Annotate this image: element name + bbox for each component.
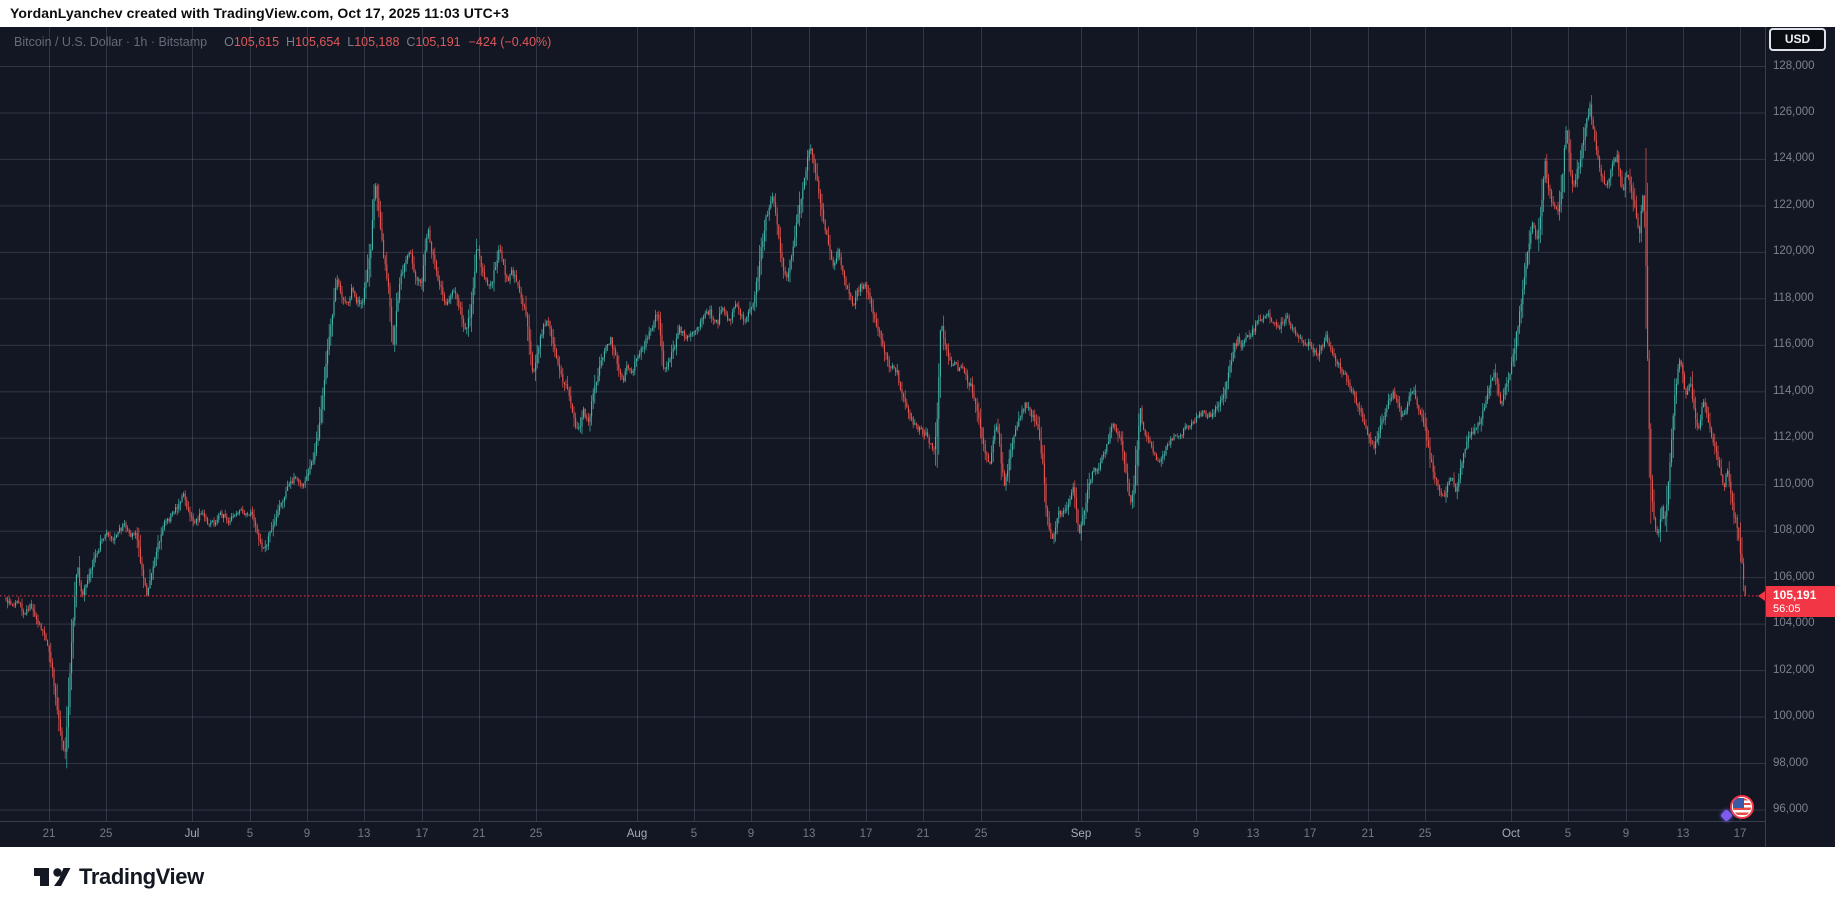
bar-countdown: 56:05 xyxy=(1773,603,1801,615)
price-axis-label: 128,000 xyxy=(1773,59,1815,72)
time-axis-label: 25 xyxy=(974,828,988,840)
attribution-text: YordanLyanchev created with TradingView.… xyxy=(10,5,510,21)
flag-canton xyxy=(1733,798,1744,808)
time-axis-label: 9 xyxy=(1192,828,1200,840)
candlestick-chart[interactable] xyxy=(0,27,1765,821)
time-axis-label: 5 xyxy=(690,828,698,840)
price-axis-label: 122,000 xyxy=(1773,198,1815,211)
time-axis-label: Jul xyxy=(184,828,200,840)
change-value: −424 (−0.40%) xyxy=(468,35,552,49)
price-axis-label: 112,000 xyxy=(1773,431,1814,444)
time-axis-label: 13 xyxy=(1676,828,1690,840)
tradingview-mark-icon xyxy=(34,868,71,886)
time-axis-label: Aug xyxy=(626,828,648,840)
open-label: O xyxy=(224,35,234,49)
time-axis-label: 13 xyxy=(802,828,816,840)
symbol-title: Bitcoin / U.S. Dollar · 1h · Bitstamp xyxy=(14,35,208,49)
us-economic-event-icon[interactable] xyxy=(1730,795,1754,819)
time-axis-label: 5 xyxy=(1564,828,1572,840)
tradingview-logo[interactable]: TradingView xyxy=(33,863,204,891)
price-pointer-icon xyxy=(1758,591,1765,601)
current-price-value: 105,191 xyxy=(1773,588,1817,602)
price-axis-label: 114,000 xyxy=(1773,384,1814,397)
open-value: 105,615 xyxy=(233,35,280,49)
price-axis-label: 116,000 xyxy=(1773,338,1814,351)
close-value: 105,191 xyxy=(415,35,461,49)
time-axis-label: 21 xyxy=(42,828,56,840)
price-axis-label: 100,000 xyxy=(1773,710,1815,722)
time-axis-label: Oct xyxy=(1502,828,1520,840)
time-axis-label: 21 xyxy=(1361,828,1375,840)
time-axis-label: 5 xyxy=(246,828,254,840)
price-axis-label: 120,000 xyxy=(1773,245,1815,258)
price-axis[interactable]: USD 105,191 56:05 128,000 126,000 124,000 1… xyxy=(1765,27,1835,821)
footer-bar: TradingView xyxy=(0,847,1835,909)
time-axis-label: 25 xyxy=(1418,828,1432,840)
time-axis-label: 21 xyxy=(916,828,930,840)
price-axis-label: 110,000 xyxy=(1773,477,1814,490)
price-axis-label: 102,000 xyxy=(1773,663,1815,676)
price-axis-label: 106,000 xyxy=(1773,570,1815,583)
price-axis-label: 104,000 xyxy=(1773,617,1815,630)
time-axis-label: Sep xyxy=(1070,828,1092,840)
time-axis-label: 21 xyxy=(472,828,486,840)
low-value: 105,188 xyxy=(354,35,400,49)
price-axis-label: 98,000 xyxy=(1773,756,1809,769)
price-axis-label: 108,000 xyxy=(1773,524,1815,537)
ohlc-values: O105,615 H105,654 L105,188 C105,191 xyxy=(217,35,461,49)
time-axis-label: 17 xyxy=(1733,828,1747,840)
time-axis-label: 13 xyxy=(357,828,371,840)
time-axis-label: 5 xyxy=(1134,828,1142,840)
high-value: 105,654 xyxy=(295,35,341,49)
time-axis-label: 9 xyxy=(303,828,311,840)
chart-area[interactable]: Bitcoin / U.S. Dollar · 1h · Bitstamp O10… xyxy=(0,27,1835,847)
price-axis-label: 126,000 xyxy=(1773,106,1815,118)
time-axis-label: 9 xyxy=(747,828,755,840)
currency-toggle-button[interactable]: USD xyxy=(1769,28,1826,51)
chart-legend: Bitcoin / U.S. Dollar · 1h · Bitstamp O10… xyxy=(14,35,551,49)
close-label: C xyxy=(406,35,416,49)
time-axis-label: 9 xyxy=(1622,828,1630,840)
price-axis-label: 124,000 xyxy=(1773,152,1815,165)
time-axis-label: 25 xyxy=(529,828,543,840)
high-label: H xyxy=(286,35,296,49)
price-axis-label: 118,000 xyxy=(1773,291,1814,304)
time-axis[interactable]: 21 25 Jul 5 9 13 17 21 25 Aug 5 9 13 17 21 25 Sep 5 9 13 17 2… xyxy=(0,821,1765,847)
price-axis-label: 96,000 xyxy=(1773,803,1809,815)
axis-corner xyxy=(1765,821,1835,847)
time-axis-label: 17 xyxy=(415,828,429,840)
attribution-bar: YordanLyanchev created with TradingView.… xyxy=(0,0,1835,27)
current-price-label: 105,191 56:05 xyxy=(1766,586,1835,617)
time-axis-label: 17 xyxy=(1303,828,1317,840)
time-axis-label: 17 xyxy=(859,828,873,840)
time-axis-label: 13 xyxy=(1246,828,1260,840)
time-axis-label: 25 xyxy=(99,828,113,840)
tradingview-wordmark: TradingView xyxy=(79,864,204,889)
low-label: L xyxy=(347,35,355,49)
